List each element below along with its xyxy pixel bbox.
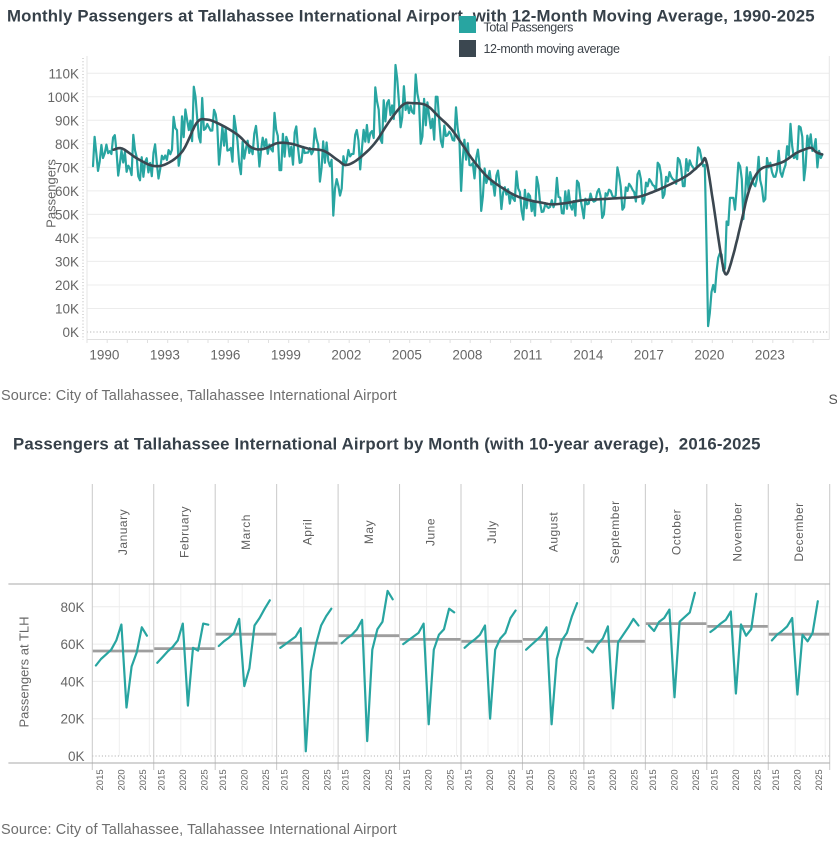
svg-text:2025: 2025 — [691, 769, 702, 790]
svg-text:30K: 30K — [55, 254, 79, 269]
svg-text:February: February — [178, 506, 192, 558]
svg-text:100K: 100K — [47, 90, 79, 105]
svg-text:March: March — [239, 514, 253, 550]
svg-text:2020: 2020 — [116, 769, 127, 790]
svg-text:2025: 2025 — [138, 769, 149, 790]
svg-text:2020: 2020 — [301, 769, 312, 790]
svg-text:S: S — [829, 391, 837, 407]
svg-text:2020: 2020 — [424, 769, 435, 790]
svg-text:110K: 110K — [48, 66, 79, 81]
svg-text:2005: 2005 — [392, 348, 422, 363]
svg-text:August: August — [546, 512, 560, 553]
svg-text:2020: 2020 — [608, 769, 619, 790]
svg-text:2025: 2025 — [568, 769, 579, 790]
svg-text:April: April — [301, 519, 315, 546]
svg-text:2025: 2025 — [814, 769, 825, 790]
svg-text:2015: 2015 — [525, 769, 536, 790]
svg-text:November: November — [731, 502, 745, 561]
svg-text:2025: 2025 — [507, 769, 518, 790]
svg-text:2017: 2017 — [634, 348, 664, 363]
svg-text:2020: 2020 — [239, 769, 250, 790]
svg-text:Passengers: Passengers — [44, 159, 59, 228]
svg-text:2020: 2020 — [485, 769, 496, 790]
svg-text:June: June — [423, 518, 437, 546]
svg-text:2015: 2015 — [341, 769, 352, 790]
svg-text:October: October — [669, 509, 683, 555]
svg-text:40K: 40K — [60, 674, 84, 689]
svg-text:90K: 90K — [55, 113, 79, 128]
svg-text:2025: 2025 — [200, 769, 211, 790]
svg-text:Monthly Passengers at Tallahas: Monthly Passengers at Tallahassee Intern… — [7, 6, 815, 25]
svg-text:2020: 2020 — [547, 769, 558, 790]
svg-text:2020: 2020 — [670, 769, 681, 790]
svg-text:September: September — [608, 500, 622, 563]
svg-text:60K: 60K — [60, 637, 84, 652]
svg-text:Passengers at Tallahassee Inte: Passengers at Tallahassee International … — [13, 435, 761, 454]
svg-text:2015: 2015 — [709, 769, 720, 790]
svg-text:20K: 20K — [55, 278, 79, 293]
svg-text:2020: 2020 — [792, 769, 803, 790]
svg-text:2025: 2025 — [323, 769, 334, 790]
svg-text:2020: 2020 — [731, 769, 742, 790]
svg-text:2025: 2025 — [261, 769, 272, 790]
svg-text:July: July — [485, 520, 499, 543]
svg-text:2015: 2015 — [156, 769, 167, 790]
svg-text:80K: 80K — [60, 600, 84, 615]
svg-text:50K: 50K — [55, 207, 79, 222]
svg-text:2023: 2023 — [755, 348, 785, 363]
svg-text:2015: 2015 — [218, 769, 229, 790]
svg-text:2015: 2015 — [587, 769, 598, 790]
svg-text:2025: 2025 — [384, 769, 395, 790]
svg-text:2025: 2025 — [753, 769, 764, 790]
svg-text:1990: 1990 — [89, 348, 119, 363]
svg-text:2020: 2020 — [178, 769, 189, 790]
svg-text:2015: 2015 — [95, 769, 106, 790]
svg-text:0K: 0K — [62, 325, 79, 340]
svg-text:2025: 2025 — [445, 769, 456, 790]
svg-text:12-month moving average: 12-month moving average — [484, 42, 620, 56]
svg-text:2008: 2008 — [452, 348, 482, 363]
svg-text:January: January — [116, 509, 130, 555]
svg-text:Source: City of Tallahassee, T: Source: City of Tallahassee, Tallahassee… — [1, 388, 397, 404]
svg-text:Source: City of Tallahassee, T: Source: City of Tallahassee, Tallahassee… — [1, 822, 397, 838]
svg-text:1993: 1993 — [150, 348, 180, 363]
svg-text:70K: 70K — [55, 160, 79, 175]
svg-text:1996: 1996 — [210, 348, 240, 363]
svg-text:20K: 20K — [60, 712, 84, 727]
svg-text:2014: 2014 — [573, 348, 604, 363]
svg-text:0K: 0K — [68, 749, 85, 764]
svg-text:2015: 2015 — [402, 769, 413, 790]
svg-text:80K: 80K — [55, 137, 79, 152]
svg-text:Total Passengers: Total Passengers — [484, 20, 574, 34]
svg-text:2025: 2025 — [630, 769, 641, 790]
svg-text:2011: 2011 — [513, 348, 542, 363]
svg-text:2020: 2020 — [694, 348, 724, 363]
svg-text:10K: 10K — [55, 302, 79, 317]
svg-text:2020: 2020 — [362, 769, 373, 790]
svg-text:40K: 40K — [55, 231, 79, 246]
svg-text:December: December — [792, 502, 806, 561]
svg-text:60K: 60K — [55, 184, 79, 199]
svg-text:2015: 2015 — [771, 769, 782, 790]
svg-text:1999: 1999 — [271, 348, 301, 363]
svg-text:2015: 2015 — [279, 769, 290, 790]
svg-text:2002: 2002 — [331, 348, 361, 363]
svg-text:2015: 2015 — [648, 769, 659, 790]
svg-text:May: May — [362, 520, 376, 544]
svg-text:2015: 2015 — [464, 769, 475, 790]
svg-text:Passengers at TLH: Passengers at TLH — [17, 616, 32, 727]
